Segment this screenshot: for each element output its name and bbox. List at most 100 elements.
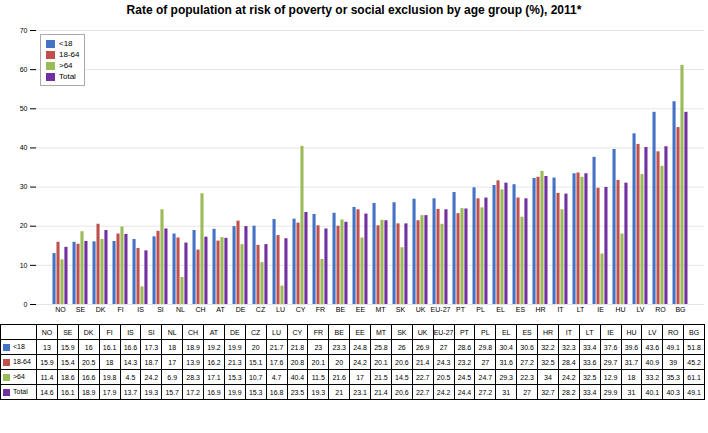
svg-text:AT: AT: [216, 306, 225, 313]
html-text:23.3: 23.3: [332, 343, 346, 351]
svg-text:70: 70: [20, 27, 28, 34]
html-text:18.9: 18.9: [186, 343, 200, 351]
html-text:23: 23: [314, 343, 323, 351]
svg-text:PL: PL: [476, 306, 485, 313]
html-text:19.9: 19.9: [228, 343, 242, 351]
html-text:18: 18: [168, 343, 177, 351]
svg-text:30: 30: [20, 183, 28, 190]
svg-text:DK: DK: [96, 306, 106, 313]
html-text:26: 26: [397, 343, 406, 351]
svg-text:PT: PT: [456, 306, 466, 313]
html-text:DK: DK: [83, 328, 94, 336]
svg-text:LT: LT: [577, 306, 585, 313]
svg-text:NO: NO: [55, 306, 66, 313]
svg-text:IT: IT: [557, 306, 564, 313]
html-text:FR: FR: [313, 328, 323, 336]
svg-text:SE: SE: [76, 306, 86, 313]
svg-text:0: 0: [24, 301, 28, 308]
html-text:SK: SK: [397, 328, 407, 336]
svg-text:EU-27: EU-27: [431, 306, 451, 313]
html-text:17.3: 17.3: [144, 343, 159, 351]
svg-text:MT: MT: [375, 306, 386, 313]
html-text:18-64: 18-64: [59, 50, 80, 59]
html-text:CZ: CZ: [251, 328, 261, 336]
html-text:28.6: 28.6: [457, 343, 472, 351]
html-text:EL: EL: [501, 328, 511, 336]
html-text:32.3: 32.3: [562, 343, 576, 351]
html-text:20: 20: [251, 343, 260, 351]
svg-text:50: 50: [20, 105, 28, 112]
svg-text:SK: SK: [396, 306, 406, 313]
svg-text:RO: RO: [655, 306, 666, 313]
html-text:<18: <18: [13, 343, 25, 351]
svg-text:BE: BE: [336, 306, 346, 313]
svg-text:CZ: CZ: [256, 306, 266, 313]
svg-text:EE: EE: [356, 306, 366, 313]
svg-text:FR: FR: [316, 306, 325, 313]
html-text:32.2: 32.2: [541, 343, 555, 351]
svg-text:20: 20: [20, 222, 28, 229]
html-text:30.4: 30.4: [499, 343, 513, 351]
html-text:ES: ES: [522, 328, 532, 336]
html-text:PL: PL: [481, 328, 490, 336]
html-text:21.8: 21.8: [290, 343, 305, 351]
html-text:HR: HR: [542, 328, 553, 336]
svg-text:CH: CH: [195, 306, 205, 313]
html-text:26.9: 26.9: [415, 343, 430, 351]
html-text:CH: CH: [188, 328, 199, 336]
html-text:RO: RO: [667, 328, 679, 336]
svg-text:BG: BG: [675, 306, 685, 313]
svg-text:HU: HU: [615, 306, 625, 313]
html-text:EE: EE: [355, 328, 365, 336]
svg-text:CY: CY: [296, 306, 306, 313]
svg-text:FI: FI: [117, 306, 123, 313]
svg-text:60: 60: [20, 66, 28, 73]
html-text:BE: BE: [334, 328, 344, 336]
html-text:BG: BG: [689, 328, 700, 336]
svg-text:UK: UK: [416, 306, 426, 313]
html-text:24.8: 24.8: [353, 343, 367, 351]
svg-text:NL: NL: [176, 306, 185, 313]
html-text:CY: CY: [292, 328, 303, 336]
html-text:DE: DE: [229, 328, 240, 336]
html-text:16: 16: [84, 343, 93, 351]
html-text:EU-27: EU-27: [433, 328, 454, 336]
html-text:29.8: 29.8: [478, 343, 493, 351]
html-text:NO: NO: [41, 328, 53, 336]
html-text:Rate of population at risk of: Rate of population at risk of poverty or…: [126, 3, 582, 17]
html-text:MT: MT: [375, 328, 386, 336]
html-text:19.2: 19.2: [207, 343, 221, 351]
html-text:27: 27: [439, 343, 448, 351]
html-text:UK: UK: [417, 328, 428, 336]
svg-text:DE: DE: [236, 306, 246, 313]
html-text:21.7: 21.7: [269, 343, 284, 351]
html-text:AT: AT: [209, 328, 219, 336]
html-text:15.9: 15.9: [61, 343, 75, 351]
svg-text:SI: SI: [157, 306, 164, 313]
html-text:LV: LV: [648, 328, 657, 336]
html-text:30.6: 30.6: [520, 343, 534, 351]
html-text:SE: SE: [63, 328, 73, 336]
html-text:NL: NL: [167, 328, 177, 336]
svg-text:ES: ES: [516, 306, 526, 313]
html-text:HU: HU: [626, 328, 637, 336]
html-text:PT: PT: [460, 328, 469, 336]
svg-text:IE: IE: [597, 306, 604, 313]
html-text:>64: >64: [59, 61, 73, 70]
html-text:Total: Total: [59, 72, 76, 81]
svg-text:LU: LU: [276, 306, 285, 313]
html-text:LT: LT: [585, 328, 594, 336]
html-text:<18: <18: [59, 39, 73, 48]
html-text:33.4: 33.4: [582, 343, 597, 351]
svg-text:EL: EL: [496, 306, 505, 313]
svg-text:IS: IS: [137, 306, 144, 313]
html-text:25.8: 25.8: [374, 343, 388, 351]
svg-text:LV: LV: [636, 306, 644, 313]
html-text:16.6: 16.6: [123, 343, 138, 351]
html-text:16.1: 16.1: [102, 343, 117, 351]
svg-text:40: 40: [20, 144, 28, 151]
svg-text:HR: HR: [535, 306, 545, 313]
svg-text:10: 10: [20, 262, 28, 269]
html-text:13: 13: [43, 343, 51, 351]
html-text:LU: LU: [272, 328, 281, 336]
